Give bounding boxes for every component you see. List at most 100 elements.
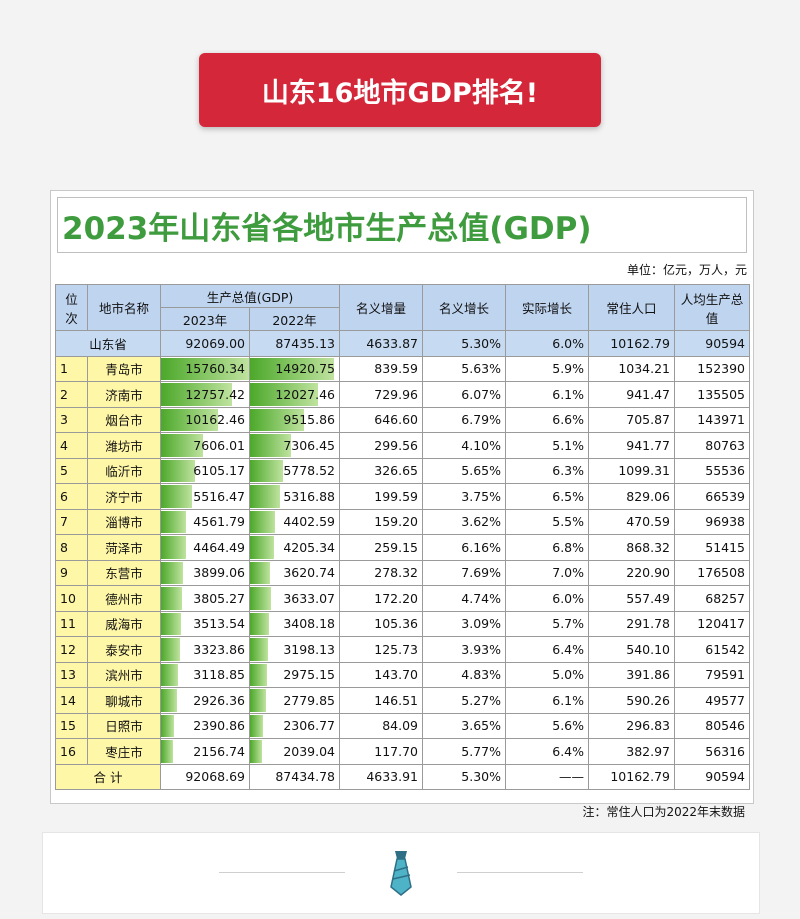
increase-cell: 729.96 <box>339 381 424 408</box>
gdp-value: 3513.54 <box>193 616 245 632</box>
gdp-bar <box>161 510 187 533</box>
gdp-bar <box>161 663 179 686</box>
gdp2023-cell: 2390.86 <box>160 712 250 739</box>
header-city: 地市名称 <box>87 284 161 331</box>
per-capita-cell: 61542 <box>674 636 751 663</box>
city-cell: 威海市 <box>87 610 161 637</box>
table-row: 12 泰安市 3323.86 3198.13 125.73 3.93% 6.4% 540.10… <box>55 636 751 663</box>
city-cell: 济南市 <box>87 381 161 408</box>
gdp-bar <box>250 561 271 584</box>
gdp2023-cell: 4464.49 <box>160 534 250 561</box>
real-cell: 5.9% <box>505 355 590 382</box>
increase-cell: 84.09 <box>339 712 424 739</box>
real-cell: 6.4% <box>505 636 590 663</box>
rank-cell: 3 <box>55 406 88 433</box>
real-cell: 6.4% <box>505 738 590 765</box>
per-capita-cell: 120417 <box>674 610 751 637</box>
province-gdp2022: 87435.13 <box>248 330 341 357</box>
unit-label: 单位：亿元，万人，元 <box>626 263 747 277</box>
rank-cell: 11 <box>55 610 88 637</box>
gdp-value: 3620.74 <box>283 565 336 581</box>
population-cell: 941.47 <box>588 381 676 408</box>
increase-cell: 839.59 <box>339 355 424 382</box>
nominal-cell: 5.65% <box>422 457 507 484</box>
real-cell: 6.8% <box>505 534 590 561</box>
gdp-bar <box>250 383 318 406</box>
city-cell: 潍坊市 <box>87 432 161 459</box>
city-cell: 烟台市 <box>87 406 161 433</box>
increase-cell: 159.20 <box>339 508 424 535</box>
real-cell: 7.0% <box>505 559 590 586</box>
gdp2022-cell: 12027.46 <box>248 381 341 408</box>
province-nominal: 5.30% <box>422 330 507 357</box>
nominal-cell: 7.69% <box>422 559 507 586</box>
gdp2023-cell: 5516.47 <box>160 483 250 510</box>
per-capita-cell: 152390 <box>674 355 751 382</box>
gdp2022-cell: 9515.86 <box>248 406 341 433</box>
gdp-bar <box>250 485 281 508</box>
tie-icon <box>390 851 412 896</box>
gdp-value: 9515.86 <box>283 412 336 428</box>
gdp-value: 3323.86 <box>193 641 245 657</box>
increase-cell: 199.59 <box>339 483 424 510</box>
table-row: 11 威海市 3513.54 3408.18 105.36 3.09% 5.7% 291.78… <box>55 610 751 637</box>
gdp-bar <box>161 561 183 584</box>
per-capita-cell: 176508 <box>674 559 751 586</box>
banner-title: 山东16地市GDP排名! <box>261 77 539 109</box>
population-cell: 291.78 <box>588 610 676 637</box>
gdp-table: 位次 地市名称 生产总值(GDP) 名义增量 名义增长 实际增长 常住人口 人均… <box>55 284 751 790</box>
gdp2023-cell: 2156.74 <box>160 738 250 765</box>
gdp-bar <box>161 638 180 661</box>
population-cell: 941.77 <box>588 432 676 459</box>
gdp-bar <box>250 459 283 482</box>
city-cell: 济宁市 <box>87 483 161 510</box>
gdp-document: 2023年山东省各地市生产总值(GDP) 单位：亿元，万人，元 位次 地市名称 … <box>50 190 754 819</box>
table-row: 16 枣庄市 2156.74 2039.04 117.70 5.77% 6.4% 382.97… <box>55 738 751 765</box>
real-cell: 6.0% <box>505 585 590 612</box>
rank-cell: 13 <box>55 661 88 688</box>
city-cell: 淄博市 <box>87 508 161 535</box>
gdp-bar <box>161 383 233 406</box>
gdp-bar <box>161 689 178 712</box>
header-real-growth: 实际增长 <box>505 284 590 331</box>
header-gdp: 生产总值(GDP) <box>159 284 341 308</box>
per-capita-cell: 49577 <box>674 687 751 714</box>
real-cell: 5.7% <box>505 610 590 637</box>
gdp-bar <box>161 459 196 482</box>
table-row: 14 聊城市 2926.36 2779.85 146.51 5.27% 6.1% 590.26… <box>55 687 751 714</box>
per-capita-cell: 66539 <box>674 483 751 510</box>
total-gdp2023: 92068.69 <box>160 763 250 790</box>
population-cell: 1099.31 <box>588 457 676 484</box>
gdp2022-cell: 2779.85 <box>248 687 341 714</box>
increase-cell: 278.32 <box>339 559 424 586</box>
population-cell: 382.97 <box>588 738 676 765</box>
gdp-value: 3198.13 <box>283 641 336 657</box>
gdp-bar <box>161 740 174 763</box>
gdp-value: 2926.36 <box>193 692 245 708</box>
nominal-cell: 3.62% <box>422 508 507 535</box>
gdp-bar <box>161 587 183 610</box>
gdp-bar <box>250 612 270 635</box>
gdp-bar <box>161 434 204 457</box>
population-cell: 829.06 <box>588 483 676 510</box>
per-capita-cell: 68257 <box>674 585 751 612</box>
gdp-value: 14920.75 <box>275 361 336 377</box>
nominal-cell: 5.27% <box>422 687 507 714</box>
city-cell: 枣庄市 <box>87 738 161 765</box>
gdp-bar <box>250 536 274 559</box>
table-row: 1 青岛市 15760.34 14920.75 839.59 5.63% 5.9% 1034.… <box>55 355 751 382</box>
population-cell: 391.86 <box>588 661 676 688</box>
gdp2022-cell: 2039.04 <box>248 738 341 765</box>
rank-cell: 5 <box>55 457 88 484</box>
gdp-value: 2975.15 <box>283 667 336 683</box>
province-per-capita: 90594 <box>674 330 751 357</box>
increase-cell: 125.73 <box>339 636 424 663</box>
gdp-bar <box>250 740 262 763</box>
total-label: 合 计 <box>55 763 161 790</box>
real-cell: 5.6% <box>505 712 590 739</box>
gdp-value: 10162.46 <box>185 412 245 428</box>
city-cell: 临沂市 <box>87 457 161 484</box>
gdp2022-cell: 3620.74 <box>248 559 341 586</box>
header-nominal-increase: 名义增量 <box>339 284 424 331</box>
population-cell: 868.32 <box>588 534 676 561</box>
